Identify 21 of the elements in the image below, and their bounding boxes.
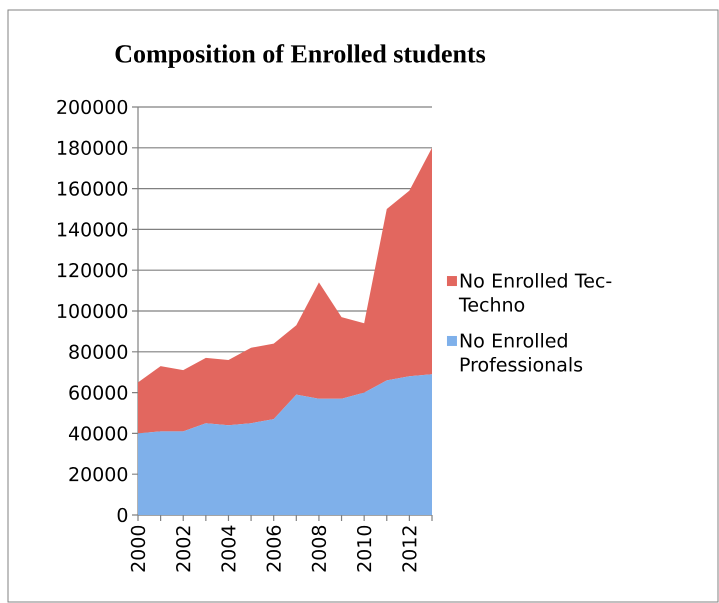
x-tick-label: 2006 <box>266 526 281 572</box>
y-tick-label: 20000 <box>69 467 128 482</box>
x-tick-label: 2004 <box>221 526 236 572</box>
x-tick-label: 2000 <box>130 526 146 572</box>
x-tick-label: 2008 <box>312 526 326 572</box>
y-tick-label: 100000 <box>58 304 128 318</box>
legend-label: No Enrolled Professionals <box>460 333 582 372</box>
chart-title: Composition of Enrolled students <box>116 44 486 68</box>
y-tick-label: 180000 <box>58 140 128 155</box>
y-tick-label: 200000 <box>57 100 128 114</box>
x-tick-label: 2002 <box>176 526 190 572</box>
y-tick-label: 0 <box>118 508 128 522</box>
legend-label: No Enrolled Tec-Techno <box>458 273 612 312</box>
y-tick-label: 140000 <box>58 222 128 237</box>
x-tick-label: 2012 <box>402 526 417 572</box>
y-tick-label: 60000 <box>69 385 128 400</box>
y-tick-label: 120000 <box>58 263 128 278</box>
y-tick-label: 40000 <box>68 426 128 441</box>
y-tick-label: 80000 <box>69 344 128 359</box>
x-tick-label: 2010 <box>356 526 372 572</box>
y-tick-label: 160000 <box>58 181 128 196</box>
